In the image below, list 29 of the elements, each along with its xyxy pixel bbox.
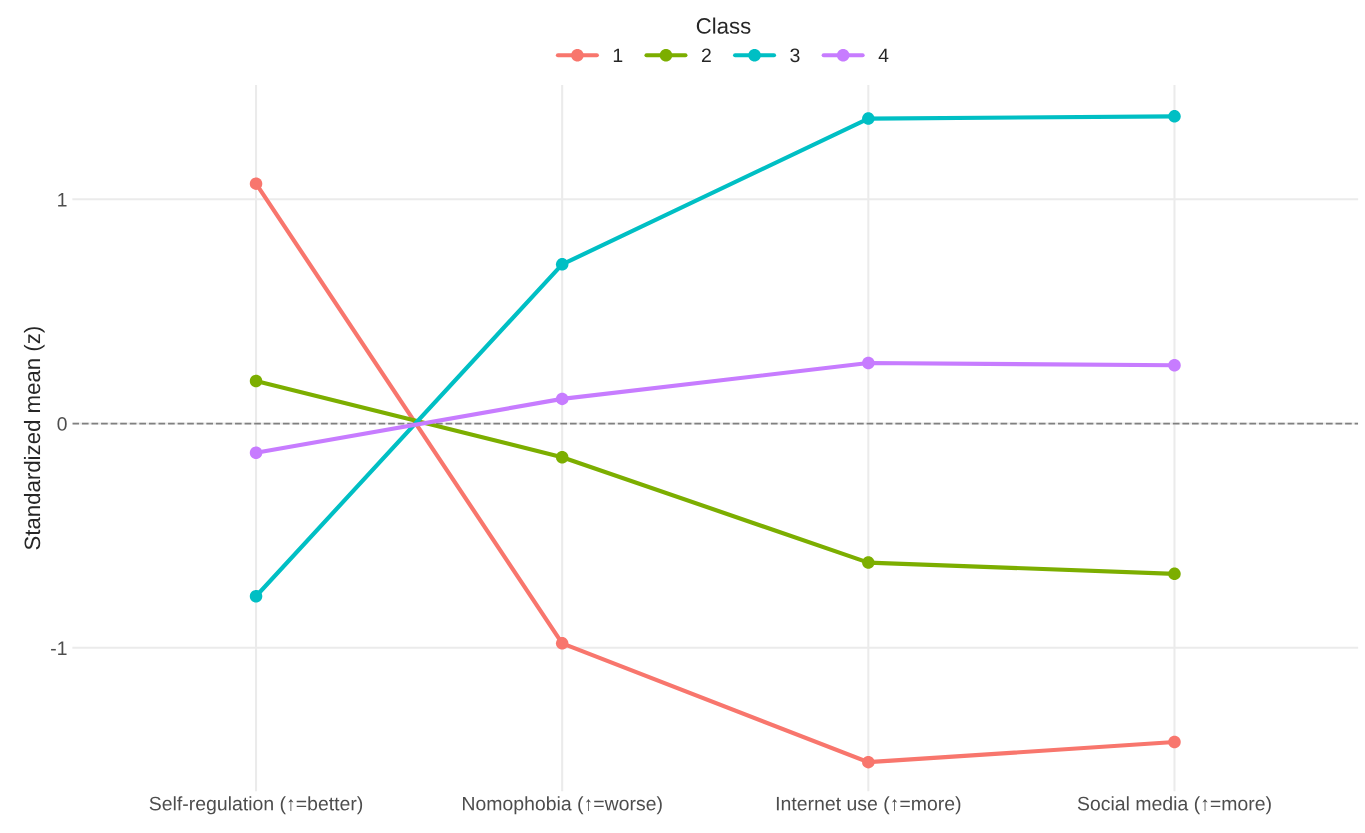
y-tick-label: 0	[57, 417, 67, 431]
point	[249, 374, 263, 388]
y-axis-title: Standardized mean (z)	[23, 327, 45, 550]
point	[249, 590, 263, 603]
x-tick-label: Internet use (↑=more)	[776, 796, 961, 815]
point	[862, 356, 875, 370]
point	[555, 450, 569, 464]
point	[1168, 359, 1181, 372]
legend-label: 1	[613, 48, 623, 63]
point	[862, 755, 875, 769]
point	[1168, 110, 1181, 123]
y-tick-label: 1	[58, 193, 67, 207]
legend-label: 4	[878, 48, 889, 63]
point	[249, 177, 263, 190]
point	[249, 446, 263, 459]
point	[555, 637, 569, 650]
point	[862, 112, 875, 125]
y-tick-label: -1	[51, 641, 67, 655]
legend-title: Class	[696, 17, 751, 34]
point	[555, 392, 569, 406]
point	[862, 556, 875, 569]
point	[1168, 735, 1181, 749]
x-tick-label: Social media (↑=more)	[1077, 796, 1271, 815]
point	[555, 258, 569, 271]
point	[1168, 567, 1181, 581]
legend-label: 2	[701, 48, 711, 63]
legend-label: 3	[790, 48, 800, 63]
x-tick-label: Self-regulation (↑=better)	[149, 796, 363, 815]
x-tick-label: Nomophobia (↑=worse)	[463, 796, 662, 815]
